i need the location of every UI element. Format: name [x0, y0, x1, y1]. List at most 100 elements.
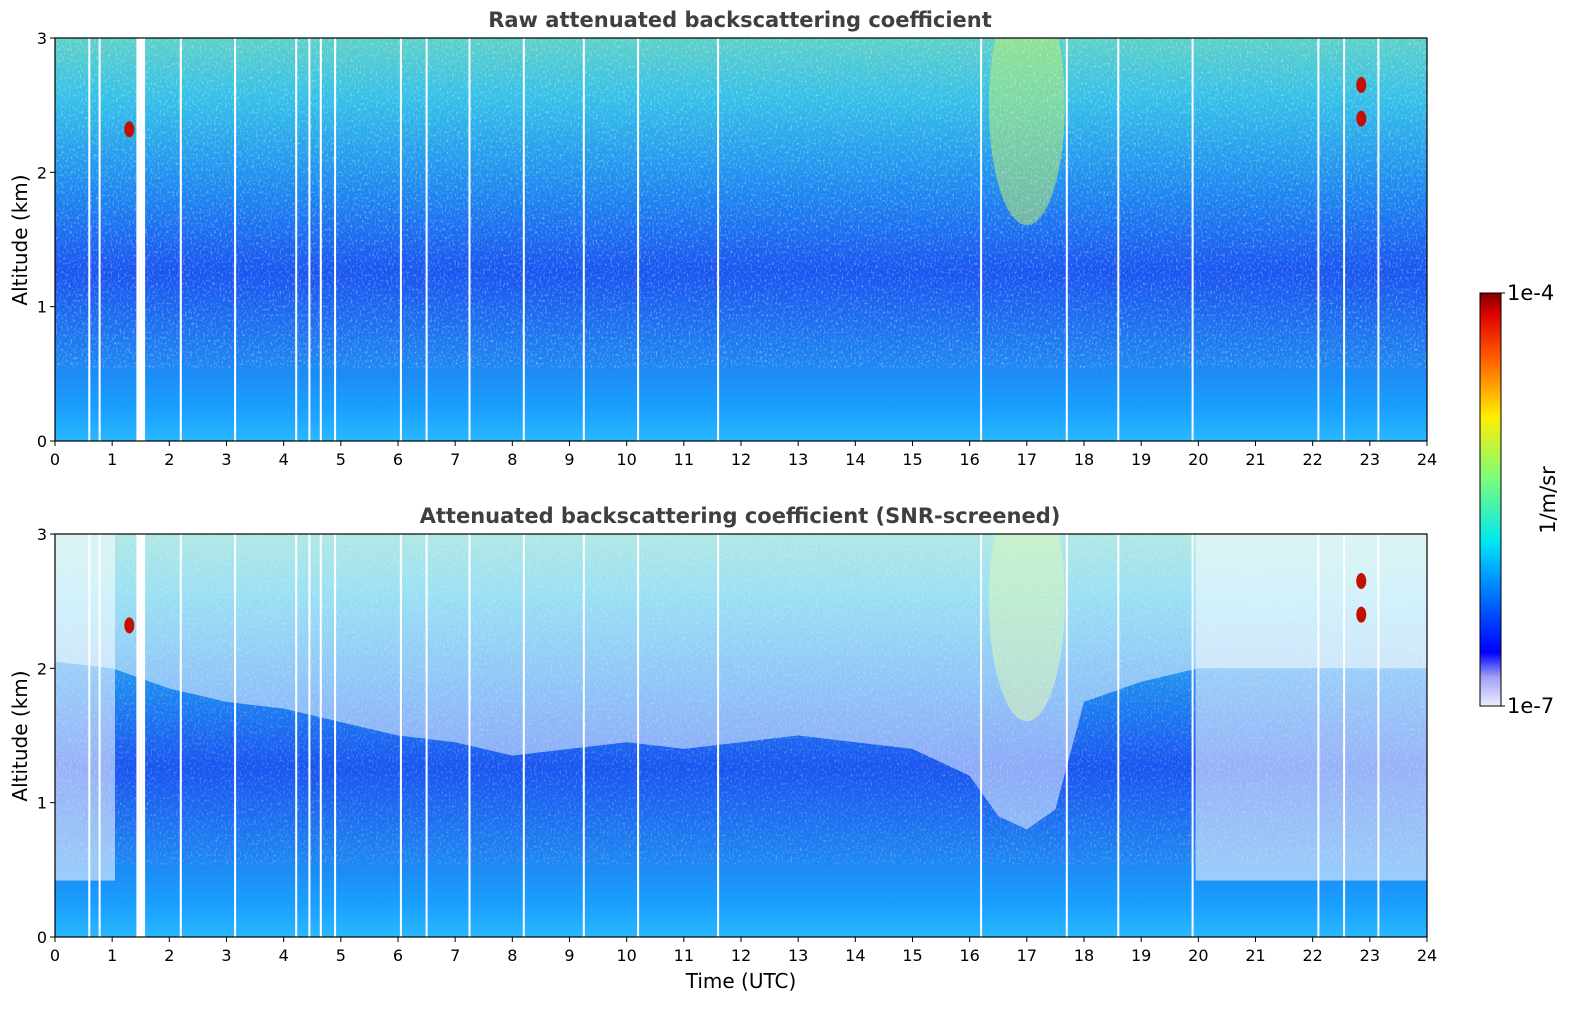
x-ticks: 0 1 2 3 4 5 6 7 8 9 10 11 12 13 14 15 16 17 18 19 20 21 22 23 24: [50, 937, 1437, 965]
x-tick-label: 18: [1074, 450, 1094, 469]
data-gap: [234, 534, 237, 937]
x-tick-label: 24: [1417, 450, 1437, 469]
data-gap: [399, 534, 402, 937]
data-gap: [1377, 38, 1380, 441]
screened-region: [55, 534, 116, 881]
data-gap: [136, 534, 140, 937]
x-tick-label: 22: [1302, 450, 1322, 469]
x-tick-label: 11: [674, 946, 694, 965]
data-gap: [522, 534, 525, 937]
data-gap: [582, 38, 585, 441]
x-tick-label: 9: [564, 946, 574, 965]
data-gap: [334, 534, 337, 937]
colorbar-unit-label: 1/m/sr: [1536, 466, 1560, 534]
x-tick-label: 17: [1017, 450, 1037, 469]
heatmap-snr: [55, 534, 1427, 937]
x-tick-label: 19: [1131, 450, 1151, 469]
x-tick-label: 18: [1074, 946, 1094, 965]
y-tick-label: 2: [37, 659, 47, 678]
data-gap: [637, 38, 640, 441]
x-tick-label: 2: [164, 946, 174, 965]
y-tick-label: 2: [37, 163, 47, 182]
x-tick-label: 10: [616, 946, 636, 965]
y-ticks: 0 1 2 3: [37, 29, 55, 451]
x-tick-label: 8: [507, 450, 517, 469]
x-tick-label: 21: [1245, 450, 1265, 469]
data-gap: [1191, 534, 1194, 937]
x-tick-label: 0: [50, 450, 60, 469]
x-tick-label: 19: [1131, 946, 1151, 965]
data-gap: [468, 38, 471, 441]
data-gap: [1343, 534, 1346, 937]
feature-mark: [1356, 77, 1367, 94]
x-tick-label: 16: [959, 946, 979, 965]
x-tick-label: 0: [50, 946, 60, 965]
x-tick-label: 21: [1245, 946, 1265, 965]
screened-region: [1195, 534, 1427, 881]
x-tick-label: 7: [450, 946, 460, 965]
x-tick-label: 13: [788, 946, 808, 965]
feature-mark: [1356, 606, 1367, 623]
data-gap: [980, 534, 983, 937]
x-tick-label: 20: [1188, 946, 1208, 965]
data-gap: [1065, 534, 1068, 937]
x-tick-label: 1: [107, 946, 117, 965]
data-gap: [308, 38, 311, 441]
data-gap: [334, 38, 337, 441]
data-gap: [179, 534, 182, 937]
screened-region: [55, 534, 1427, 830]
data-gap: [142, 38, 146, 441]
data-gap: [717, 534, 720, 937]
x-tick-label: 9: [564, 450, 574, 469]
x-tick-label: 3: [221, 946, 231, 965]
x-ticks: 0 1 2 3 4 5 6 7 8 9 10 11 12 13 14 15 16 17 18 19 20 21 22 23 24: [50, 441, 1437, 469]
data-gap: [1191, 38, 1194, 441]
x-tick-label: 8: [507, 946, 517, 965]
data-gap: [425, 534, 428, 937]
colorbar-min-label: 1e-7: [1507, 694, 1554, 718]
x-tick-label: 24: [1417, 946, 1437, 965]
data-gap: [1317, 534, 1320, 937]
x-tick-label: 22: [1302, 946, 1322, 965]
panel-title: Attenuated backscattering coefficient (S…: [420, 504, 1061, 528]
x-tick-label: 11: [674, 450, 694, 469]
data-gap: [308, 534, 311, 937]
colorbar-gradient: [1479, 292, 1502, 707]
data-gap: [1117, 38, 1120, 441]
panel-snr: Attenuated backscattering coefficient (S…: [8, 504, 1437, 993]
data-gap: [1117, 534, 1120, 937]
data-gap: [142, 534, 146, 937]
x-tick-label: 14: [845, 946, 865, 965]
data-gap: [98, 534, 101, 937]
x-tick-label: 4: [279, 946, 289, 965]
x-tick-label: 5: [336, 450, 346, 469]
feature-mark: [1356, 110, 1367, 127]
data-gap: [136, 38, 140, 441]
data-gap: [295, 38, 298, 441]
y-tick-label: 1: [37, 794, 47, 813]
x-tick-label: 20: [1188, 450, 1208, 469]
y-axis-label: Altitude (km): [8, 174, 32, 305]
x-tick-label: 15: [902, 450, 922, 469]
x-tick-label: 7: [450, 450, 460, 469]
data-gap: [522, 38, 525, 441]
y-tick-label: 3: [37, 525, 47, 544]
y-tick-label: 3: [37, 29, 47, 48]
y-tick-label: 0: [37, 432, 47, 451]
x-tick-label: 23: [1360, 450, 1380, 469]
data-gap: [1065, 38, 1068, 441]
panel-raw: Raw attenuated backscattering coefficien…: [8, 8, 1437, 469]
x-tick-label: 13: [788, 450, 808, 469]
data-gap: [425, 38, 428, 441]
x-tick-label: 4: [279, 450, 289, 469]
data-gap: [88, 534, 91, 937]
heatmap-raw: [55, 38, 1427, 441]
y-axis-label: Altitude (km): [8, 670, 32, 801]
colorbar: 1e-4 1e-7 1/m/sr: [1479, 281, 1560, 718]
data-gap: [234, 38, 237, 441]
x-tick-label: 15: [902, 946, 922, 965]
data-gap: [1317, 38, 1320, 441]
y-tick-label: 1: [37, 298, 47, 317]
x-tick-label: 6: [393, 450, 403, 469]
